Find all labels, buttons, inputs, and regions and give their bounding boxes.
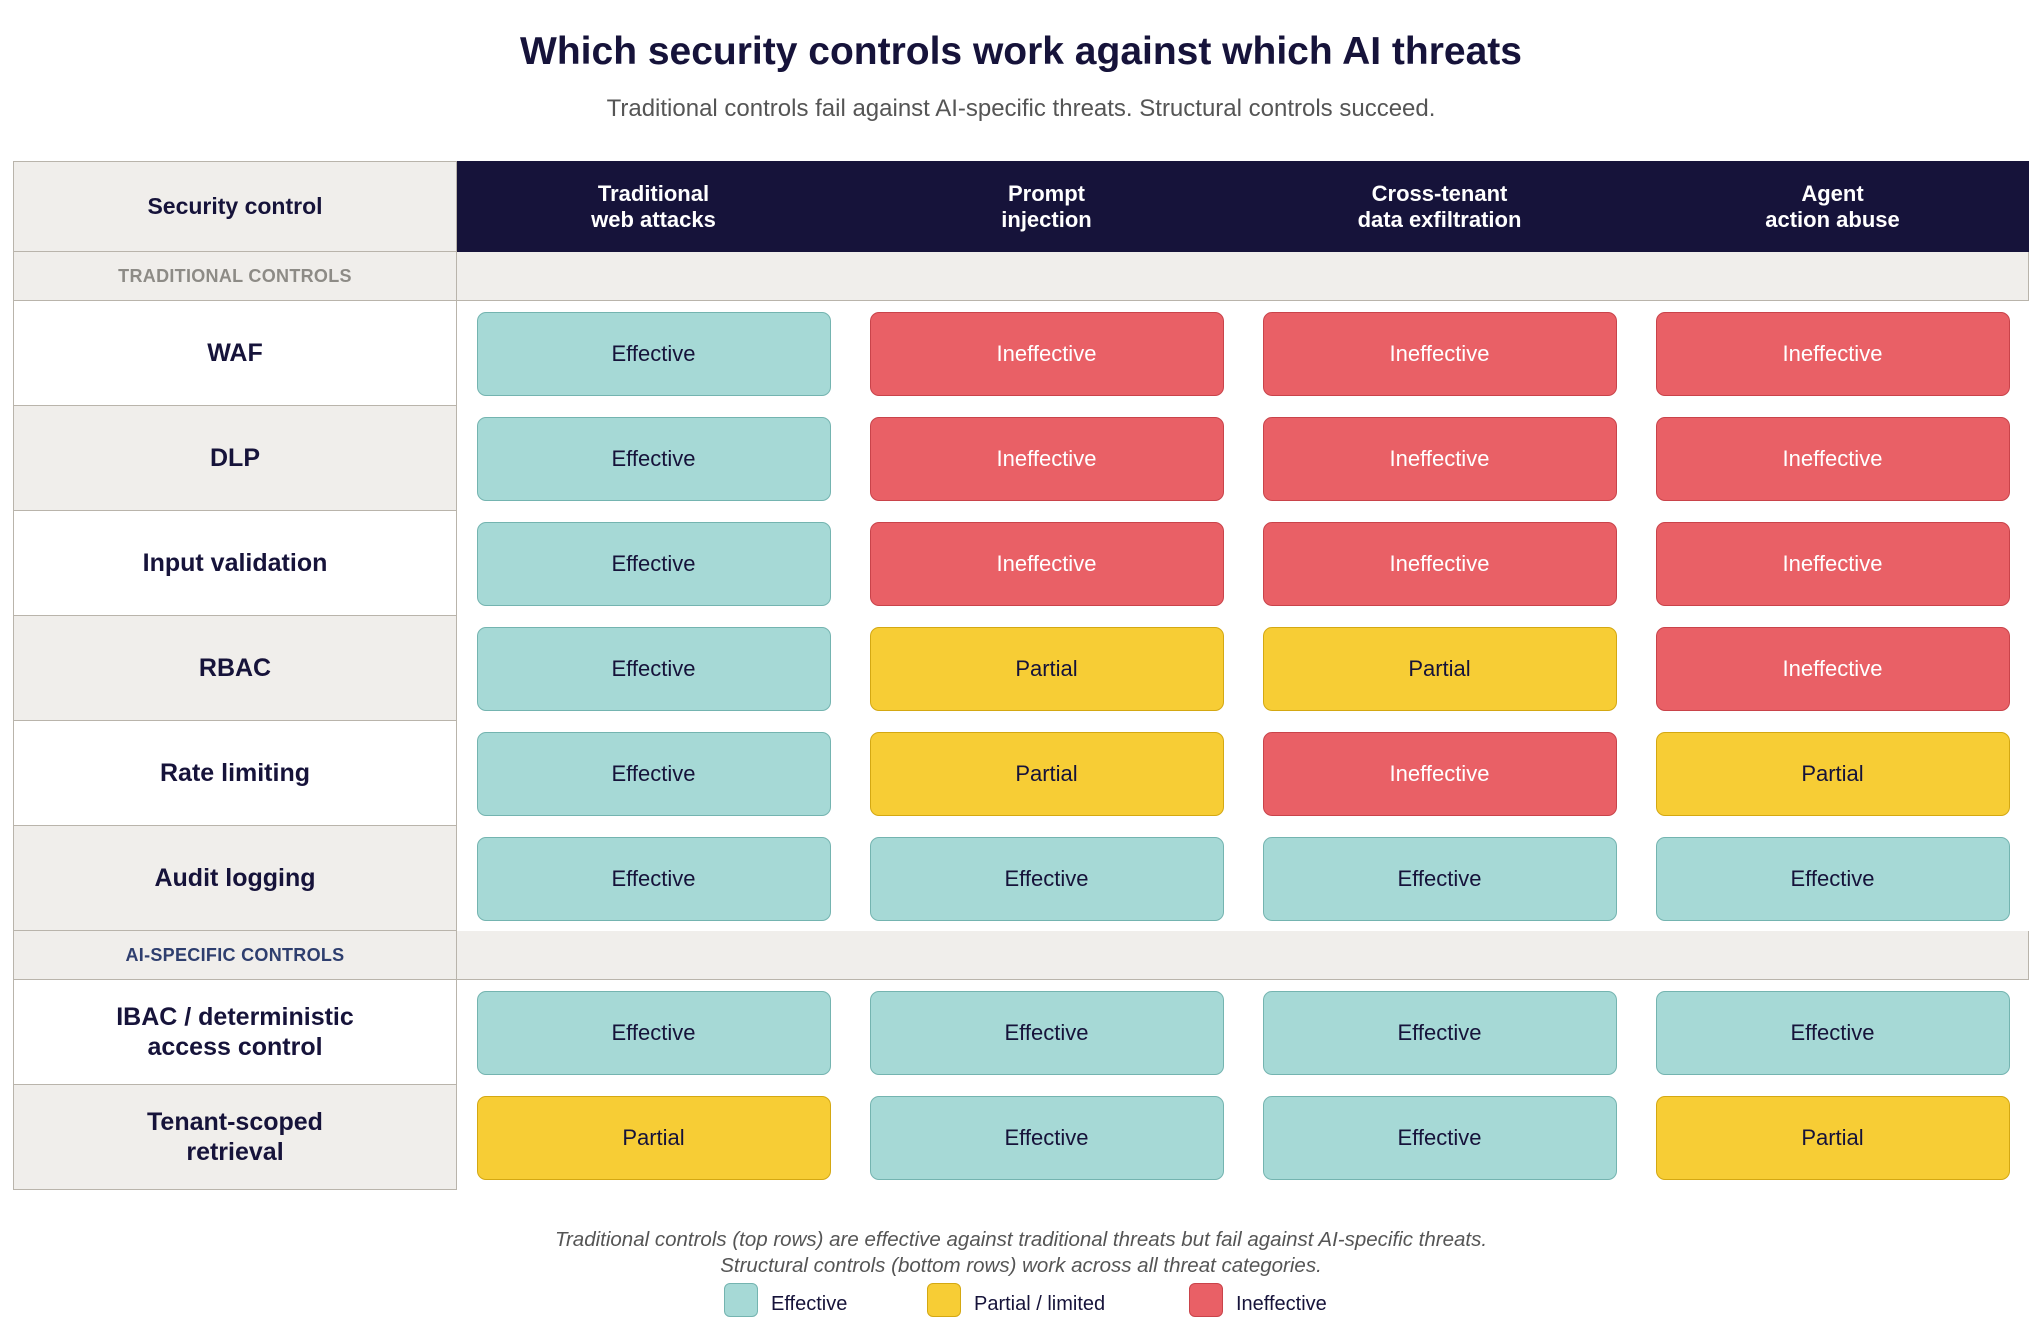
rating-cell: Partial bbox=[1636, 721, 2029, 826]
control-name-input-validation: Input validation bbox=[13, 511, 457, 616]
rating-cell: Partial bbox=[850, 721, 1243, 826]
threat-header-traditional-web-attacks: Traditional web attacks bbox=[457, 161, 850, 252]
rating-badge-effective: Effective bbox=[476, 416, 831, 501]
rating-cell: Ineffective bbox=[1243, 301, 1636, 406]
rating-badge-ineffective: Ineffective bbox=[1262, 521, 1617, 606]
rating-badge-effective: Effective bbox=[869, 836, 1224, 921]
rating-cell: Effective bbox=[457, 511, 850, 616]
legend-item-effective: Effective bbox=[724, 1283, 847, 1317]
rating-cell: Effective bbox=[850, 1085, 1243, 1190]
section-band bbox=[457, 252, 2029, 301]
rating-cell: Partial bbox=[457, 1085, 850, 1190]
rating-badge-partial: Partial bbox=[869, 626, 1224, 711]
rating-cell: Partial bbox=[1243, 616, 1636, 721]
section-label-traditional-controls: TRADITIONAL CONTROLS bbox=[13, 252, 457, 301]
legend-label-effective: Effective bbox=[771, 1292, 848, 1315]
rating-cell: Effective bbox=[1243, 826, 1636, 931]
rating-cell: Effective bbox=[1243, 980, 1636, 1085]
legend-label-ineffective: Ineffective bbox=[1236, 1292, 1327, 1315]
rating-badge-ineffective: Ineffective bbox=[1262, 731, 1617, 816]
rating-cell: Ineffective bbox=[1636, 616, 2029, 721]
rating-cell: Effective bbox=[457, 301, 850, 406]
rating-cell: Effective bbox=[457, 826, 850, 931]
rating-badge-ineffective: Ineffective bbox=[1262, 416, 1617, 501]
rating-badge-effective: Effective bbox=[869, 990, 1224, 1075]
rating-badge-effective: Effective bbox=[476, 521, 831, 606]
legend-item-partial: Partial / limited bbox=[927, 1283, 1105, 1317]
rating-badge-partial: Partial bbox=[869, 731, 1224, 816]
control-name-tenant-scoped-retrieval: Tenant-scoped retrieval bbox=[13, 1085, 457, 1190]
rating-cell: Partial bbox=[1636, 1085, 2029, 1190]
section-band bbox=[457, 931, 2029, 980]
rating-badge-partial: Partial bbox=[1655, 731, 2010, 816]
rating-cell: Effective bbox=[457, 406, 850, 511]
rating-cell: Ineffective bbox=[1243, 721, 1636, 826]
page-subtitle: Traditional controls fail against AI-spe… bbox=[606, 95, 1436, 122]
control-column-header: Security control bbox=[13, 161, 457, 252]
legend-swatch-effective bbox=[724, 1283, 758, 1317]
rating-cell: Ineffective bbox=[850, 301, 1243, 406]
rating-cell: Ineffective bbox=[1636, 511, 2029, 616]
controls-matrix: Security control Traditional web attacks… bbox=[13, 161, 2029, 1190]
rating-badge-effective: Effective bbox=[1262, 836, 1617, 921]
rating-cell: Ineffective bbox=[1636, 301, 2029, 406]
rating-badge-ineffective: Ineffective bbox=[1655, 626, 2010, 711]
rating-badge-effective: Effective bbox=[1262, 990, 1617, 1075]
rating-cell: Effective bbox=[1636, 980, 2029, 1085]
rating-badge-effective: Effective bbox=[1655, 990, 2010, 1075]
rating-badge-ineffective: Ineffective bbox=[869, 416, 1224, 501]
rating-cell: Effective bbox=[1243, 1085, 1636, 1190]
rating-badge-ineffective: Ineffective bbox=[1655, 311, 2010, 396]
section-label-ai-specific-controls: AI-SPECIFIC CONTROLS bbox=[13, 931, 457, 980]
rating-badge-ineffective: Ineffective bbox=[869, 311, 1224, 396]
legend: Effective Partial / limited Ineffective bbox=[0, 1283, 2042, 1319]
rating-badge-ineffective: Ineffective bbox=[1262, 311, 1617, 396]
legend-swatch-ineffective bbox=[1189, 1283, 1223, 1317]
control-name-waf: WAF bbox=[13, 301, 457, 406]
rating-cell: Effective bbox=[850, 980, 1243, 1085]
rating-cell: Effective bbox=[850, 826, 1243, 931]
rating-cell: Effective bbox=[1636, 826, 2029, 931]
rating-cell: Ineffective bbox=[1243, 511, 1636, 616]
rating-badge-effective: Effective bbox=[476, 311, 831, 396]
threat-header-cross-tenant-exfiltration: Cross-tenant data exfiltration bbox=[1243, 161, 1636, 252]
rating-cell: Effective bbox=[457, 721, 850, 826]
rating-badge-effective: Effective bbox=[1655, 836, 2010, 921]
rating-badge-effective: Effective bbox=[476, 731, 831, 816]
rating-badge-effective: Effective bbox=[869, 1095, 1224, 1180]
rating-cell: Partial bbox=[850, 616, 1243, 721]
control-name-ibac-deterministic-access-control: IBAC / deterministic access control bbox=[13, 980, 457, 1085]
rating-badge-partial: Partial bbox=[1262, 626, 1617, 711]
rating-badge-ineffective: Ineffective bbox=[869, 521, 1224, 606]
rating-cell: Ineffective bbox=[850, 406, 1243, 511]
rating-badge-ineffective: Ineffective bbox=[1655, 416, 2010, 501]
control-name-rbac: RBAC bbox=[13, 616, 457, 721]
rating-badge-ineffective: Ineffective bbox=[1655, 521, 2010, 606]
threat-header-prompt-injection: Prompt injection bbox=[850, 161, 1243, 252]
rating-badge-effective: Effective bbox=[476, 626, 831, 711]
rating-cell: Effective bbox=[457, 616, 850, 721]
rating-cell: Effective bbox=[457, 980, 850, 1085]
footnote-line-1: Traditional controls (top rows) are effe… bbox=[554, 1228, 1488, 1251]
control-name-rate-limiting: Rate limiting bbox=[13, 721, 457, 826]
control-name-dlp: DLP bbox=[13, 406, 457, 511]
rating-cell: Ineffective bbox=[1636, 406, 2029, 511]
threat-header-agent-action-abuse: Agent action abuse bbox=[1636, 161, 2029, 252]
rating-cell: Ineffective bbox=[1243, 406, 1636, 511]
rating-cell: Ineffective bbox=[850, 511, 1243, 616]
footnote-line-2: Structural controls (bottom rows) work a… bbox=[720, 1254, 1322, 1277]
legend-label-partial: Partial / limited bbox=[974, 1292, 1106, 1315]
control-name-audit-logging: Audit logging bbox=[13, 826, 457, 931]
legend-swatch-partial bbox=[927, 1283, 961, 1317]
rating-badge-partial: Partial bbox=[476, 1095, 831, 1180]
legend-item-ineffective: Ineffective bbox=[1189, 1283, 1327, 1317]
rating-badge-partial: Partial bbox=[1655, 1095, 2010, 1180]
rating-badge-effective: Effective bbox=[1262, 1095, 1617, 1180]
rating-badge-effective: Effective bbox=[476, 836, 831, 921]
page-title: Which security controls work against whi… bbox=[520, 30, 1522, 73]
rating-badge-effective: Effective bbox=[476, 990, 831, 1075]
